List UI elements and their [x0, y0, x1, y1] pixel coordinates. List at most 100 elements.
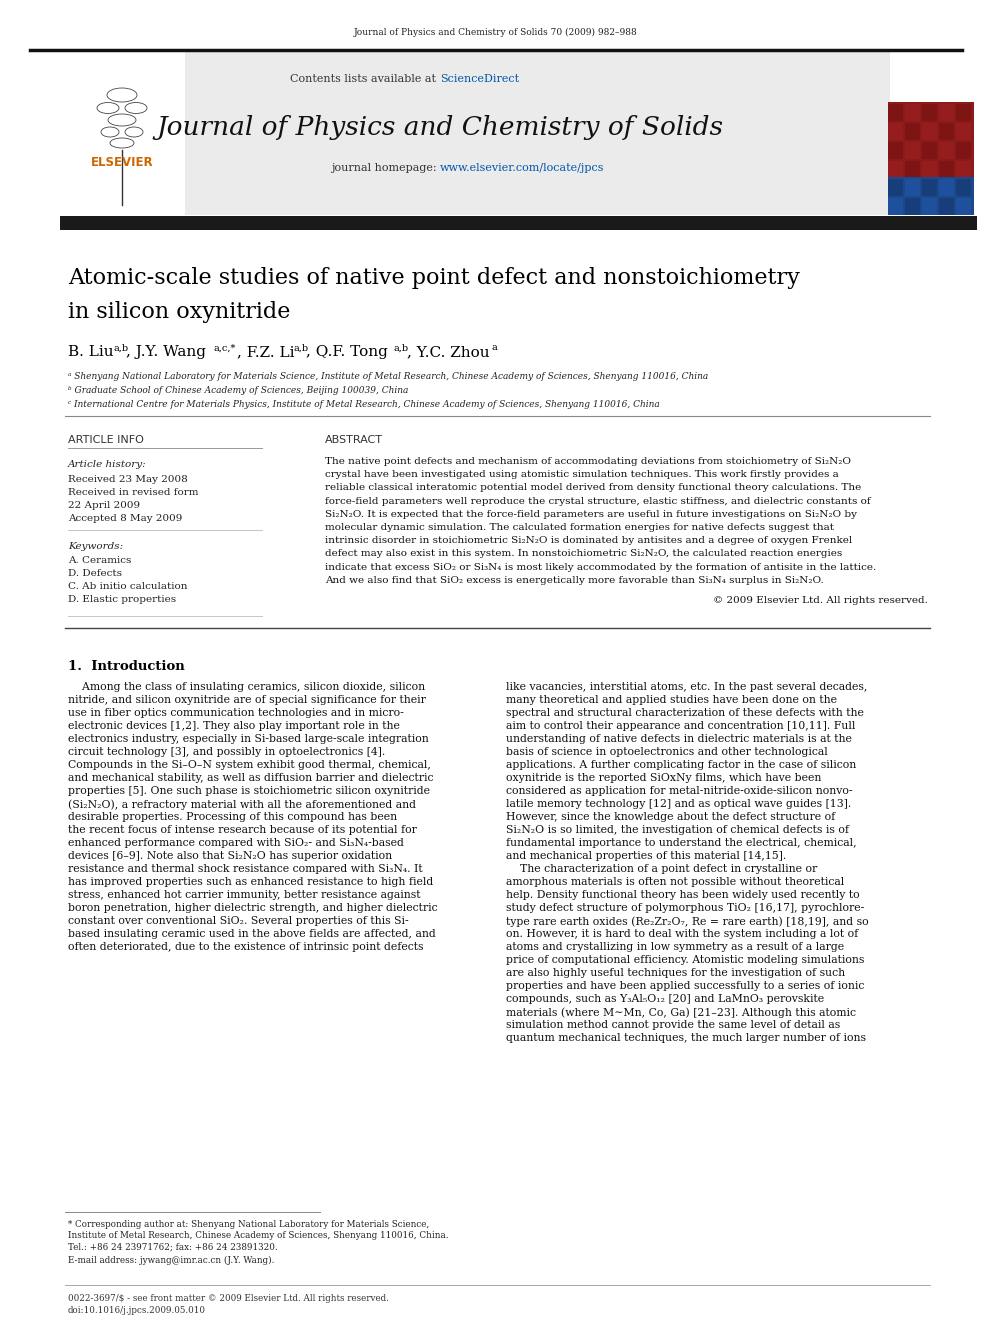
- Text: B. Liu: B. Liu: [68, 345, 114, 359]
- Text: type rare earth oxides (Re₂Zr₂O₇, Re = rare earth) [18,19], and so: type rare earth oxides (Re₂Zr₂O₇, Re = r…: [506, 916, 869, 926]
- Text: properties [5]. One such phase is stoichiometric silicon oxynitride: properties [5]. One such phase is stoich…: [68, 786, 430, 796]
- Bar: [922, 142, 937, 159]
- Text: oxynitride is the reported SiOxNy films, which have been: oxynitride is the reported SiOxNy films,…: [506, 773, 821, 783]
- Bar: [888, 142, 903, 159]
- Text: atoms and crystallizing in low symmetry as a result of a large: atoms and crystallizing in low symmetry …: [506, 942, 844, 953]
- Text: ᵃ Shenyang National Laboratory for Materials Science, Institute of Metal Researc: ᵃ Shenyang National Laboratory for Mater…: [68, 372, 708, 381]
- Text: Keywords:: Keywords:: [68, 542, 123, 550]
- Bar: [939, 142, 954, 159]
- Text: a,c,*: a,c,*: [213, 344, 235, 352]
- Text: a,b: a,b: [113, 344, 128, 352]
- Text: electronic devices [1,2]. They also play important role in the: electronic devices [1,2]. They also play…: [68, 721, 400, 732]
- Text: ELSEVIER: ELSEVIER: [90, 156, 154, 168]
- Text: (Si₂N₂O), a refractory material with all the aforementioned and: (Si₂N₂O), a refractory material with all…: [68, 799, 416, 810]
- Text: compounds, such as Y₃Al₅O₁₂ [20] and LaMnO₃ perovskite: compounds, such as Y₃Al₅O₁₂ [20] and LaM…: [506, 994, 824, 1004]
- Text: in silicon oxynitride: in silicon oxynitride: [68, 302, 291, 323]
- Text: ᵇ Graduate School of Chinese Academy of Sciences, Beijing 100039, China: ᵇ Graduate School of Chinese Academy of …: [68, 386, 409, 396]
- Text: The characterization of a point defect in crystalline or: The characterization of a point defect i…: [506, 864, 817, 875]
- Bar: [905, 142, 920, 159]
- Text: journal homepage:: journal homepage:: [331, 163, 440, 173]
- Text: ᶜ International Centre for Materials Physics, Institute of Metal Research, Chine: ᶜ International Centre for Materials Phy…: [68, 400, 660, 409]
- Text: the recent focus of intense research because of its potential for: the recent focus of intense research bec…: [68, 826, 417, 835]
- Bar: [888, 102, 974, 179]
- Text: D. Elastic properties: D. Elastic properties: [68, 595, 177, 605]
- Text: Institute of Metal Research, Chinese Academy of Sciences, Shenyang 110016, China: Institute of Metal Research, Chinese Aca…: [68, 1230, 448, 1240]
- Bar: [60, 216, 977, 230]
- Text: Accepted 8 May 2009: Accepted 8 May 2009: [68, 515, 183, 523]
- Bar: [888, 198, 903, 216]
- Text: defect may also exist in this system. In nonstoichiometric Si₂N₂O, the calculate: defect may also exist in this system. In…: [325, 549, 842, 558]
- Text: materials (where M∼Mn, Co, Ga) [21–23]. Although this atomic: materials (where M∼Mn, Co, Ga) [21–23]. …: [506, 1007, 856, 1017]
- Text: ARTICLE INFO: ARTICLE INFO: [68, 435, 144, 445]
- Text: a: a: [491, 344, 497, 352]
- Bar: [905, 123, 920, 140]
- Text: nitride, and silicon oxynitride are of special significance for their: nitride, and silicon oxynitride are of s…: [68, 695, 426, 705]
- Text: boron penetration, higher dielectric strength, and higher dielectric: boron penetration, higher dielectric str…: [68, 904, 437, 913]
- Text: ScienceDirect: ScienceDirect: [440, 74, 519, 83]
- Text: Si₂N₂O. It is expected that the force-field parameters are useful in future inve: Si₂N₂O. It is expected that the force-fi…: [325, 509, 857, 519]
- Text: fundamental importance to understand the electrical, chemical,: fundamental importance to understand the…: [506, 837, 857, 848]
- Text: enhanced performance compared with SiO₂- and Si₃N₄-based: enhanced performance compared with SiO₂-…: [68, 837, 404, 848]
- Text: price of computational efficiency. Atomistic modeling simulations: price of computational efficiency. Atomi…: [506, 955, 864, 964]
- Text: doi:10.1016/j.jpcs.2009.05.010: doi:10.1016/j.jpcs.2009.05.010: [68, 1306, 206, 1315]
- Text: Journal of Physics and Chemistry of Solids 70 (2009) 982–988: Journal of Physics and Chemistry of Soli…: [354, 28, 638, 37]
- Text: And we also find that SiO₂ excess is energetically more favorable than Si₃N₄ sur: And we also find that SiO₂ excess is ene…: [325, 576, 823, 585]
- Bar: [956, 179, 971, 196]
- Text: , Y.C. Zhou: , Y.C. Zhou: [407, 345, 490, 359]
- Text: properties and have been applied successfully to a series of ionic: properties and have been applied success…: [506, 980, 864, 991]
- Bar: [60, 50, 185, 216]
- Text: Journal of Physics and Chemistry of Solids: Journal of Physics and Chemistry of Soli…: [157, 115, 723, 140]
- Bar: [888, 161, 903, 179]
- Text: 0022-3697/$ - see front matter © 2009 Elsevier Ltd. All rights reserved.: 0022-3697/$ - see front matter © 2009 El…: [68, 1294, 389, 1303]
- Bar: [922, 161, 937, 179]
- Text: ABSTRACT: ABSTRACT: [325, 435, 383, 445]
- Text: Tel.: +86 24 23971762; fax: +86 24 23891320.: Tel.: +86 24 23971762; fax: +86 24 23891…: [68, 1242, 278, 1252]
- Text: molecular dynamic simulation. The calculated formation energies for native defec: molecular dynamic simulation. The calcul…: [325, 523, 834, 532]
- Bar: [922, 198, 937, 216]
- Text: force-field parameters well reproduce the crystal structure, elastic stiffness, : force-field parameters well reproduce th…: [325, 496, 871, 505]
- Text: However, since the knowledge about the defect structure of: However, since the knowledge about the d…: [506, 812, 835, 822]
- Bar: [939, 161, 954, 179]
- Text: aim to control their appearance and concentration [10,11]. Full: aim to control their appearance and conc…: [506, 721, 855, 732]
- Text: C. Ab initio calculation: C. Ab initio calculation: [68, 582, 187, 591]
- Text: has improved properties such as enhanced resistance to high field: has improved properties such as enhanced…: [68, 877, 434, 886]
- Bar: [922, 123, 937, 140]
- Text: use in fiber optics communication technologies and in micro-: use in fiber optics communication techno…: [68, 708, 404, 718]
- Bar: [922, 105, 937, 120]
- Text: stress, enhanced hot carrier immunity, better resistance against: stress, enhanced hot carrier immunity, b…: [68, 890, 421, 900]
- Bar: [888, 123, 903, 140]
- Bar: [956, 123, 971, 140]
- Text: The native point defects and mechanism of accommodating deviations from stoichio: The native point defects and mechanism o…: [325, 456, 851, 466]
- Text: simulation method cannot provide the same level of detail as: simulation method cannot provide the sam…: [506, 1020, 840, 1031]
- Text: crystal have been investigated using atomistic simulation techniques. This work : crystal have been investigated using ato…: [325, 470, 839, 479]
- Text: are also highly useful techniques for the investigation of such: are also highly useful techniques for th…: [506, 968, 845, 978]
- Text: , J.Y. Wang: , J.Y. Wang: [126, 345, 206, 359]
- Bar: [956, 105, 971, 120]
- Bar: [905, 198, 920, 216]
- Text: Among the class of insulating ceramics, silicon dioxide, silicon: Among the class of insulating ceramics, …: [68, 681, 426, 692]
- Text: constant over conventional SiO₂. Several properties of this Si-: constant over conventional SiO₂. Several…: [68, 916, 409, 926]
- Text: * Corresponding author at: Shenyang National Laboratory for Materials Science,: * Corresponding author at: Shenyang Nati…: [68, 1220, 430, 1229]
- Bar: [922, 179, 937, 196]
- Text: based insulating ceramic used in the above fields are affected, and: based insulating ceramic used in the abo…: [68, 929, 435, 939]
- Bar: [905, 179, 920, 196]
- Text: D. Defects: D. Defects: [68, 569, 122, 578]
- Text: a,b: a,b: [293, 344, 309, 352]
- Text: reliable classical interatomic potential model derived from density functional t: reliable classical interatomic potential…: [325, 483, 861, 492]
- Text: E-mail address: jywang@imr.ac.cn (J.Y. Wang).: E-mail address: jywang@imr.ac.cn (J.Y. W…: [68, 1256, 275, 1265]
- Text: amorphous materials is often not possible without theoretical: amorphous materials is often not possibl…: [506, 877, 844, 886]
- Text: help. Density functional theory has been widely used recently to: help. Density functional theory has been…: [506, 890, 860, 900]
- Text: and mechanical stability, as well as diffusion barrier and dielectric: and mechanical stability, as well as dif…: [68, 773, 434, 783]
- Text: a,b: a,b: [394, 344, 409, 352]
- Text: latile memory technology [12] and as optical wave guides [13].: latile memory technology [12] and as opt…: [506, 799, 851, 808]
- Text: www.elsevier.com/locate/jpcs: www.elsevier.com/locate/jpcs: [440, 163, 604, 173]
- Text: many theoretical and applied studies have been done on the: many theoretical and applied studies hav…: [506, 695, 837, 705]
- Text: indicate that excess SiO₂ or Si₃N₄ is most likely accommodated by the formation : indicate that excess SiO₂ or Si₃N₄ is mo…: [325, 562, 876, 572]
- Text: Received 23 May 2008: Received 23 May 2008: [68, 475, 187, 484]
- Bar: [956, 161, 971, 179]
- Text: considered as application for metal-nitride-oxide-silicon nonvo-: considered as application for metal-nitr…: [506, 786, 852, 796]
- Bar: [888, 105, 903, 120]
- Text: Atomic-scale studies of native point defect and nonstoichiometry: Atomic-scale studies of native point def…: [68, 267, 800, 288]
- Text: spectral and structural characterization of these defects with the: spectral and structural characterization…: [506, 708, 864, 718]
- Text: on. However, it is hard to deal with the system including a lot of: on. However, it is hard to deal with the…: [506, 929, 858, 939]
